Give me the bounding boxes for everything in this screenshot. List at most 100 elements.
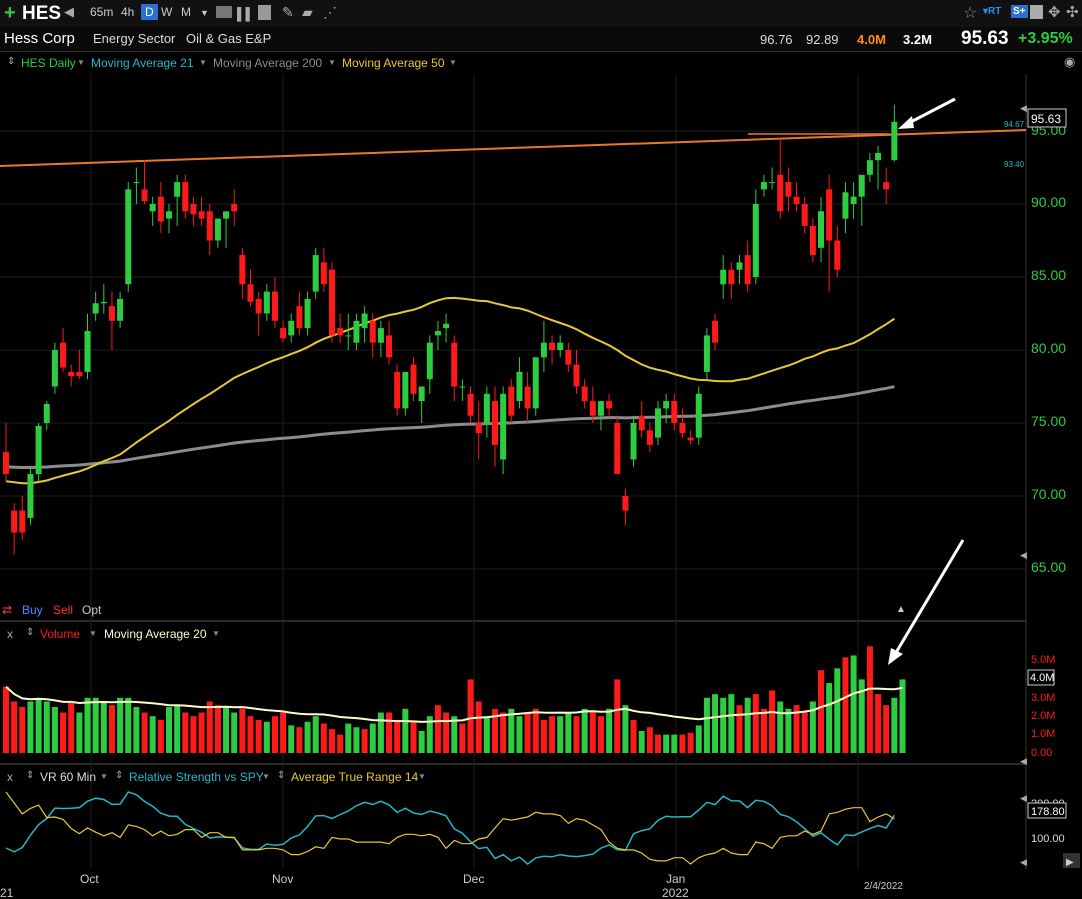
options-button[interactable]: Opt	[82, 603, 102, 617]
x-axis-sublabel: 2022	[662, 886, 689, 899]
settings-icon[interactable]: ◉	[1064, 54, 1076, 69]
speaker-icon[interactable]: ◀	[64, 4, 74, 19]
volume-bar	[467, 679, 474, 753]
dropdown-icon[interactable]: ▼	[100, 772, 108, 781]
volume-bar	[337, 734, 344, 753]
volume-bar	[288, 725, 295, 753]
volume-bar	[818, 670, 824, 753]
volume-ma-label[interactable]: Moving Average 20	[104, 627, 207, 641]
candle-body	[182, 182, 189, 212]
candle-body	[418, 386, 425, 402]
chart-type-icon[interactable]	[216, 6, 232, 18]
volume-bar	[223, 707, 230, 753]
candle-body	[149, 204, 156, 212]
volume-bar	[703, 697, 710, 753]
candle-body	[329, 269, 335, 336]
candle-body	[92, 303, 99, 314]
ma50-label[interactable]: Moving Average 50	[342, 56, 445, 70]
share-icon[interactable]: ⋰	[323, 4, 337, 20]
candle-body	[630, 423, 637, 460]
candle-body	[27, 474, 34, 518]
volume-bar	[125, 697, 132, 753]
interval-d[interactable]: D	[141, 4, 158, 20]
calculator-icon[interactable]	[258, 5, 271, 20]
vr-label[interactable]: VR 60 Min	[40, 770, 97, 784]
close-panel-icon[interactable]: x	[7, 627, 13, 641]
sector-link[interactable]: Energy Sector	[93, 31, 176, 46]
candle-body	[728, 269, 735, 285]
volume-bar	[312, 716, 319, 753]
dropdown-icon[interactable]: ▼	[449, 58, 457, 67]
interval-dropdown-icon[interactable]: ▼	[200, 8, 209, 18]
dropdown-icon[interactable]: ▼	[418, 772, 426, 781]
volume-bar	[508, 708, 515, 753]
volume-bar	[606, 708, 613, 753]
dropdown-icon[interactable]: ▼	[212, 629, 220, 638]
candle-body	[703, 335, 710, 372]
series-label[interactable]: HES Daily	[21, 56, 76, 70]
sell-button[interactable]: Sell	[53, 603, 74, 617]
notes-icon[interactable]: ▰	[302, 4, 313, 20]
interval-m[interactable]: M	[181, 5, 191, 19]
volume-bar	[296, 727, 303, 753]
interval-4h[interactable]: 4h	[121, 5, 135, 19]
collapse-icon[interactable]: ▲	[896, 604, 906, 615]
industry-link[interactable]: Oil & Gas E&P	[186, 31, 272, 46]
dropdown-icon[interactable]: ▼	[89, 629, 97, 638]
realtime-icon[interactable]: ▾RT	[983, 6, 1002, 17]
lower-tick-label: 178.80	[1031, 806, 1065, 818]
volume-bar	[68, 701, 75, 753]
bars-icon[interactable]: ▌▌	[237, 7, 255, 21]
candle-body	[785, 182, 792, 197]
volume-bar	[736, 705, 743, 753]
sharing-icon[interactable]: S+	[1011, 5, 1028, 18]
expand-icon[interactable]: ✣	[1066, 4, 1079, 21]
volume-bar	[304, 721, 311, 753]
star-icon[interactable]: ☆	[963, 5, 978, 22]
dropdown-icon[interactable]: ▼	[199, 58, 207, 67]
volume-bar	[451, 716, 458, 753]
interval-65m[interactable]: 65m	[90, 5, 114, 19]
candle-body	[84, 331, 91, 372]
candle-body	[223, 211, 230, 219]
volume-bar	[76, 712, 83, 753]
lower-panel	[5, 791, 896, 865]
move-icon[interactable]: ✥	[1048, 4, 1061, 21]
ma21-label[interactable]: Moving Average 21	[91, 56, 194, 70]
volume-label[interactable]: Volume	[40, 627, 81, 641]
x-axis-label: Dec	[463, 872, 484, 886]
reorder-icon[interactable]: ⇕	[277, 770, 286, 781]
volume-bar	[777, 701, 784, 753]
reorder-icon[interactable]: ⇕	[26, 770, 35, 781]
volume-bar	[622, 705, 629, 753]
volume-bar	[842, 657, 849, 753]
scroll-right-button[interactable]	[1063, 853, 1080, 868]
lower-legend: x ⇕ VR 60 Min ▼ ⇕ Relative Strength vs S…	[0, 767, 500, 785]
dropdown-icon[interactable]: ▼	[262, 772, 270, 781]
scroll-right-icon[interactable]: ▶	[1066, 857, 1074, 868]
candle-body	[597, 401, 604, 416]
reorder-icon[interactable]: ⇕	[26, 627, 35, 638]
volume-bar	[720, 697, 727, 753]
volume-ma-line	[5, 686, 903, 723]
close-panel-icon[interactable]: x	[7, 770, 13, 784]
add-icon[interactable]: +	[4, 2, 16, 24]
ma200-label[interactable]: Moving Average 200	[213, 56, 323, 70]
candle-body	[638, 415, 645, 431]
candle-body	[516, 371, 523, 402]
reorder-icon[interactable]: ⇕	[115, 770, 124, 781]
draw-icon[interactable]: ✎	[282, 4, 294, 20]
symbol-input[interactable]: HES	[22, 3, 62, 24]
trade-icon[interactable]: ⇄	[2, 603, 13, 617]
dropdown-icon[interactable]: ▼	[328, 58, 336, 67]
print-icon[interactable]	[1030, 5, 1043, 19]
reorder-icon[interactable]: ⇕	[7, 56, 16, 67]
volume-bar	[630, 719, 637, 753]
dropdown-icon[interactable]: ▼	[77, 58, 85, 67]
volume-bar	[280, 712, 287, 753]
atr-label[interactable]: Average True Range 14	[291, 770, 419, 784]
buy-button[interactable]: Buy	[22, 603, 43, 617]
interval-w[interactable]: W	[161, 5, 173, 19]
rs-label[interactable]: Relative Strength vs SPY	[129, 770, 264, 784]
volume-bar	[27, 701, 34, 753]
